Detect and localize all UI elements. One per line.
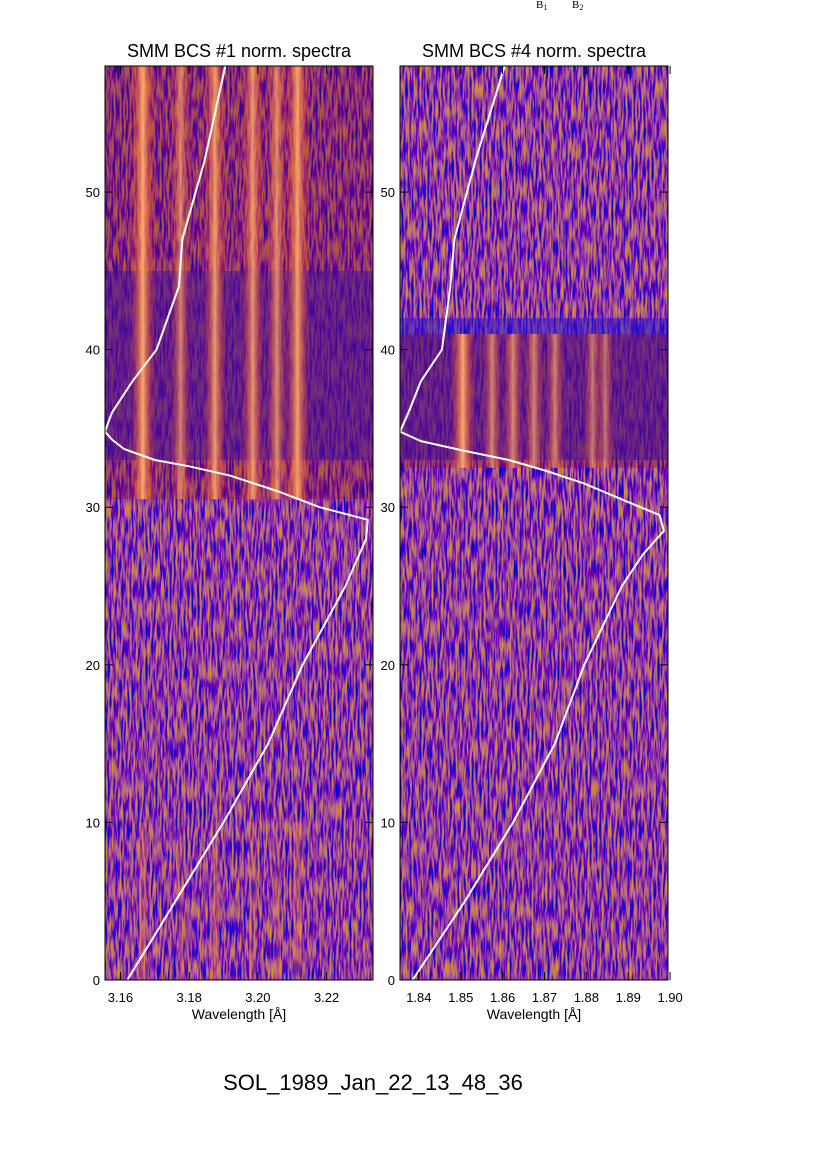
x-axis-label-bcs4: Wavelength [Å] [487, 1006, 581, 1022]
footer-event-label: SOL_1989_Jan_22_13_48_36 [223, 1070, 523, 1095]
corner-label-b2: B2 [572, 0, 583, 12]
emission-line-1-8675 [524, 333, 544, 468]
emission-line-early-3-1665 [138, 822, 147, 980]
y-tick-label-50: 50 [381, 185, 395, 200]
emission-line-3-1875 [203, 66, 226, 500]
y-tick-label-0: 0 [93, 973, 100, 988]
heatmap-image [105, 66, 373, 980]
emission-line-3-1775 [171, 66, 191, 500]
emission-line-3-1985 [241, 66, 264, 500]
x-tick-label-1-84: 1.84 [406, 990, 431, 1005]
emission-line-1-8845 [596, 333, 614, 468]
x-tick-label-1-86: 1.86 [490, 990, 515, 1005]
emission-line-early-3-1985 [248, 822, 257, 980]
x-tick-label-1-89: 1.89 [616, 990, 641, 1005]
light-curve [105, 66, 369, 980]
panel-title-bcs4: SMM BCS #4 norm. spectra [422, 41, 647, 61]
emission-line-1-8625 [503, 333, 523, 468]
y-tick-label-30: 30 [86, 500, 100, 515]
y-tick-label-20: 20 [381, 658, 395, 673]
x-tick-label-3-16: 3.16 [108, 990, 133, 1005]
x-axis-label-bcs1: Wavelength [Å] [192, 1006, 286, 1022]
heatmap-noise [400, 66, 668, 980]
y-tick-label-20: 20 [86, 658, 100, 673]
y-tick-label-40: 40 [381, 343, 395, 358]
y-tick-label-40: 40 [86, 343, 100, 358]
light-curve [400, 66, 665, 980]
panel-bcs4: SMM BCS #4 norm. spectra 1.84 1.85 1.86 1.8… [381, 41, 683, 1022]
x-tick-label-3-20: 3.20 [245, 990, 270, 1005]
emission-line-1-8725 [545, 333, 565, 468]
panel-bcs1: SMM BCS #1 norm. spectra 3.16 3.18 3.20 3.2… [86, 41, 374, 1022]
plot-frame [104, 65, 374, 981]
x-tick-label-1-85: 1.85 [448, 990, 473, 1005]
emission-line-early-3-2115 [293, 822, 302, 980]
y-tick-label-30: 30 [381, 500, 395, 515]
corner-label-b1: B1 [536, 0, 547, 12]
panel-title-bcs1: SMM BCS #1 norm. spectra [127, 41, 352, 61]
heatmap-image [400, 66, 668, 980]
x-tick-label-3-22: 3.22 [314, 990, 339, 1005]
x-tick-label-3-18: 3.18 [177, 990, 202, 1005]
emission-line-early-3-2055 [272, 822, 281, 980]
emission-line-1-8505 [450, 333, 475, 468]
x-tick-label-1-90: 1.90 [657, 990, 682, 1005]
emission-line-3-2055 [266, 66, 287, 500]
emission-line-1-8575 [482, 333, 502, 468]
x-tick-label-1-87: 1.87 [532, 990, 557, 1005]
y-tick-label-10: 10 [381, 815, 395, 830]
x-tick-label-1-88: 1.88 [574, 990, 599, 1005]
y-tick-label-0: 0 [388, 973, 395, 988]
emission-line-3-2115 [285, 66, 309, 500]
y-tick-label-10: 10 [86, 815, 100, 830]
emission-line-3-1665 [130, 66, 155, 500]
plot-frame [399, 65, 669, 981]
emission-line-early-3-1875 [210, 822, 219, 980]
y-tick-label-50: 50 [86, 185, 100, 200]
emission-line-early-3-1775 [176, 822, 185, 980]
heatmap-bcs1: 3.16 3.18 3.20 3.22 0 10 20 30 40 50 [86, 65, 374, 1005]
heatmap-bcs4: 1.84 1.85 1.86 1.87 1.88 1.89 1.90 0 10 20 30 40 50 [381, 65, 683, 1005]
